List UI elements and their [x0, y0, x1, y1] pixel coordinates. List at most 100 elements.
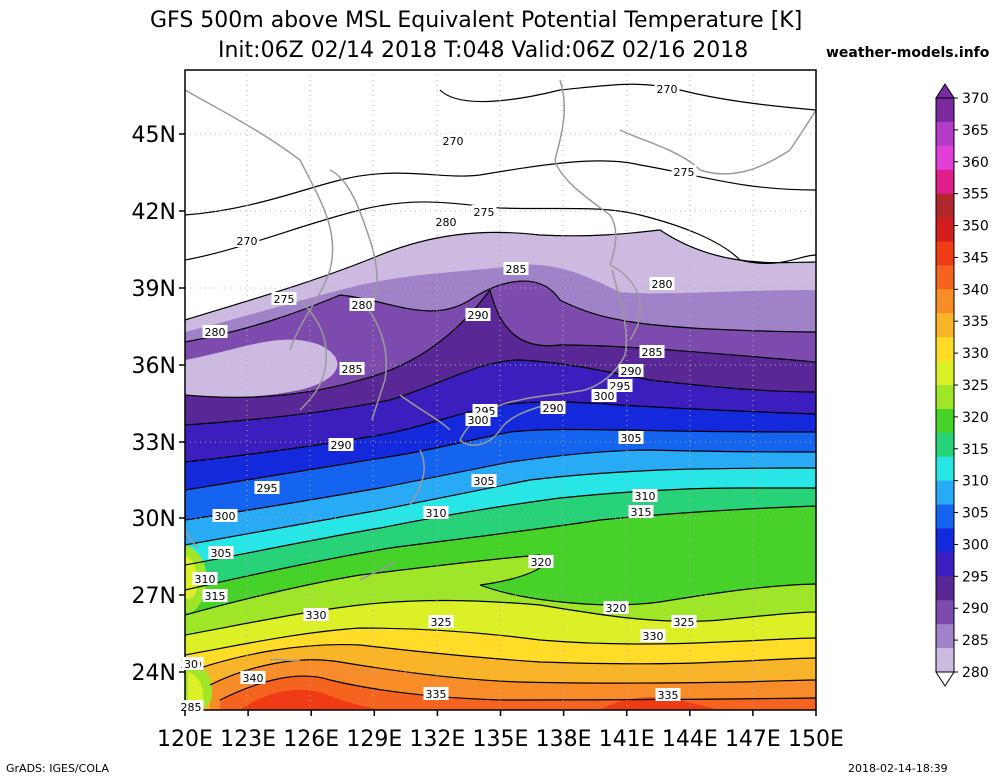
contour-label: 285 — [642, 346, 663, 359]
x-tick-label: 126E — [283, 727, 339, 752]
colorbar-swatch — [936, 480, 954, 506]
contour-label: 275 — [274, 293, 295, 306]
y-axis: 24N 27N 30N 33N 36N 39N 42N 45N — [132, 123, 185, 686]
contour-label-bg — [503, 262, 529, 275]
y-tick-label: 39N — [132, 277, 176, 302]
contour-label-bg — [423, 687, 449, 700]
x-tick-label: 144E — [662, 727, 718, 752]
colorbar-swatch — [936, 432, 954, 458]
colorbar: 370 365 360 355 350 345 340 335 330 325 320 315 310 3… — [935, 83, 989, 687]
contour-label-bg — [540, 401, 566, 414]
contour-label: 310 — [195, 573, 216, 586]
colorbar-swatch — [936, 145, 954, 171]
contour-label: 315 — [205, 590, 226, 603]
contour-label: 320 — [531, 556, 552, 569]
contour-label: 280 — [205, 326, 226, 339]
contour-label: 300 — [215, 510, 236, 523]
contour-label-bg — [328, 438, 354, 451]
contour-label-bg — [440, 134, 466, 147]
colorbar-swatch — [936, 456, 954, 482]
contour-label-bg — [628, 505, 654, 518]
colorbar-label: 290 — [962, 601, 989, 617]
contour-label-bg — [471, 474, 497, 487]
contour-label-bg — [603, 601, 629, 614]
contour-label: 325 — [431, 616, 452, 629]
colorbar-label: 365 — [962, 123, 989, 139]
colorbar-swatch — [936, 193, 954, 219]
colorbar-label: 335 — [962, 314, 989, 330]
y-tick-label: 30N — [132, 507, 176, 532]
x-tick-label: 123E — [220, 727, 276, 752]
colorbar-swatch — [936, 289, 954, 314]
colorbar-top-arrow — [935, 83, 955, 99]
contour-label: 335 — [658, 689, 679, 702]
colorbar-swatch — [936, 265, 954, 290]
y-tick-label: 45N — [132, 123, 176, 148]
x-tick-label: 147E — [725, 727, 781, 752]
contour-label: 330 — [643, 630, 664, 643]
colorbar-swatch — [936, 98, 954, 123]
contour-label-bg — [591, 389, 617, 402]
x-tick-label: 138E — [536, 727, 592, 752]
contour-label-bg — [254, 481, 280, 494]
colorbar-label: 280 — [962, 665, 989, 681]
x-axis: 120E 123E 126E 129E 132E 135E 138E 141E 144E 147E… — [157, 710, 844, 752]
y-tick-label: 27N — [132, 584, 176, 609]
y-tick-label: 33N — [132, 431, 176, 456]
contour-label: 305 — [211, 547, 232, 560]
contour-label-bg — [182, 657, 200, 670]
contour-label: 305 — [474, 475, 495, 488]
colorbar-label: 310 — [962, 474, 989, 490]
contour-label: 300 — [468, 414, 489, 427]
contour-label: 290 — [468, 309, 489, 322]
contour-label-bg — [234, 234, 260, 247]
colorbar-label: 350 — [962, 219, 989, 235]
colorbar-label: 345 — [962, 250, 989, 266]
credit-text: weather-models.info — [826, 45, 990, 61]
contour-label: 325 — [674, 616, 695, 629]
contour-label: 305 — [621, 432, 642, 445]
contour-label: 275 — [674, 166, 695, 179]
contour-label: 285 — [342, 363, 363, 376]
contour-label-bg — [192, 572, 218, 585]
contour-label: 320 — [606, 602, 627, 615]
contour-label: 280 — [436, 216, 457, 229]
colorbar-swatch — [936, 504, 954, 529]
colorbar-label: 305 — [962, 506, 989, 522]
contour-label: 335 — [426, 688, 447, 701]
contour-label: 270 — [443, 135, 464, 148]
colorbar-swatch — [936, 385, 954, 410]
contour-label-bg — [639, 345, 665, 358]
contour-label-bg — [632, 489, 658, 502]
colorbar-swatch — [936, 648, 954, 673]
contour-label-bg — [349, 298, 375, 311]
contour-label-bg — [471, 205, 497, 218]
contour-label: 30 — [184, 658, 198, 671]
colorbar-swatch — [936, 552, 954, 577]
contour-label-bg — [640, 629, 666, 642]
contour-label-bg — [178, 700, 204, 713]
coastlines — [185, 79, 816, 662]
contour-label-bg — [618, 364, 644, 377]
colorbar-swatch — [936, 121, 954, 147]
contour-label-layer: 2702702702752752752802802802802852852852… — [178, 82, 697, 714]
colorbar-label: 330 — [962, 346, 989, 362]
contour-label-bg — [654, 82, 680, 95]
contour-label-bg — [649, 277, 675, 290]
contour-label: 280 — [652, 278, 673, 291]
colorbar-bottom-arrow — [935, 671, 955, 687]
contour-label: 330 — [306, 609, 327, 622]
colorbar-label: 325 — [962, 378, 989, 394]
contour-label: 310 — [426, 507, 447, 520]
colorbar-label: 315 — [962, 442, 989, 458]
chart-title: GFS 500m above MSL Equivalent Potential … — [150, 8, 803, 33]
footer-timestamp: 2018-02-14-18:39 — [848, 762, 948, 775]
contour-label-bg — [202, 589, 228, 602]
y-tick-label: 42N — [132, 200, 176, 225]
colorbar-swatch — [936, 600, 954, 625]
colorbar-label: 340 — [962, 282, 989, 298]
contour-label: 315 — [631, 506, 652, 519]
contour-label: 285 — [506, 263, 527, 276]
contour-label-bg — [433, 215, 459, 228]
